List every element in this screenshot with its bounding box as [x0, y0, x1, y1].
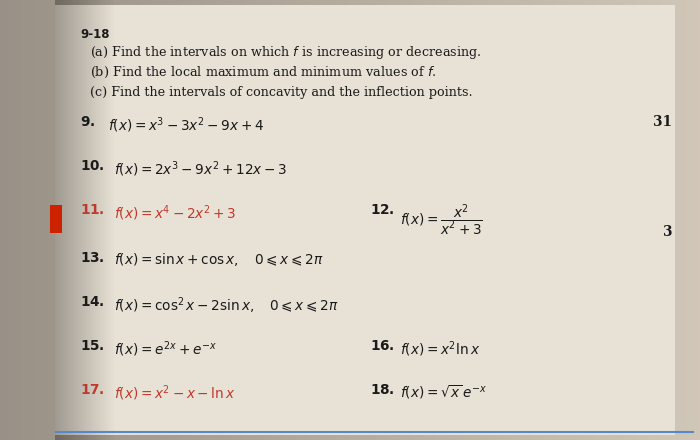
Text: $f(x) = x^2 \ln x$: $f(x) = x^2 \ln x$ [400, 339, 480, 359]
Text: $f(x) = \cos^2 x - 2\sin x, \quad 0 \leqslant x \leqslant 2\pi$: $f(x) = \cos^2 x - 2\sin x, \quad 0 \leq… [114, 295, 339, 315]
Text: $f(x) = x^3 - 3x^2 - 9x + 4$: $f(x) = x^3 - 3x^2 - 9x + 4$ [108, 115, 264, 135]
Text: 9-18: 9-18 [80, 28, 109, 41]
Text: $f(x) = 2x^3 - 9x^2 + 12x - 3$: $f(x) = 2x^3 - 9x^2 + 12x - 3$ [114, 159, 287, 179]
Text: $\mathbf{9.}$: $\mathbf{9.}$ [80, 115, 95, 129]
Text: $\mathbf{15.}$: $\mathbf{15.}$ [80, 339, 105, 353]
Text: $\mathbf{16.}$: $\mathbf{16.}$ [370, 339, 395, 353]
Text: $\mathbf{10.}$: $\mathbf{10.}$ [80, 159, 105, 173]
Text: $\mathbf{17.}$: $\mathbf{17.}$ [80, 383, 105, 397]
Text: $\mathbf{14.}$: $\mathbf{14.}$ [80, 295, 105, 309]
Text: $\mathbf{11.}$: $\mathbf{11.}$ [80, 203, 105, 217]
Text: $f(x) = \sqrt{x}\,e^{-x}$: $f(x) = \sqrt{x}\,e^{-x}$ [400, 383, 487, 401]
Text: $f(x) = x^2 - x - \ln x$: $f(x) = x^2 - x - \ln x$ [114, 383, 236, 403]
Text: $f(x) = x^4 - 2x^2 + 3$: $f(x) = x^4 - 2x^2 + 3$ [114, 203, 237, 223]
Text: $f(x) = \sin x + \cos x, \quad 0 \leqslant x \leqslant 2\pi$: $f(x) = \sin x + \cos x, \quad 0 \leqsla… [114, 251, 323, 268]
Text: $f(x) = \dfrac{x^2}{x^2+3}$: $f(x) = \dfrac{x^2}{x^2+3}$ [400, 203, 483, 238]
Text: $f(x) = e^{2x} + e^{-x}$: $f(x) = e^{2x} + e^{-x}$ [114, 339, 217, 359]
Text: (c) Find the intervals of concavity and the inflection points.: (c) Find the intervals of concavity and … [90, 86, 473, 99]
FancyBboxPatch shape [55, 5, 675, 435]
Bar [50, 205, 62, 233]
Text: $\mathbf{18.}$: $\mathbf{18.}$ [370, 383, 395, 397]
Text: (a) Find the intervals on which $f$ is increasing or decreasing.: (a) Find the intervals on which $f$ is i… [90, 44, 482, 61]
Text: $\mathbf{13.}$: $\mathbf{13.}$ [80, 251, 105, 265]
Text: 31: 31 [653, 115, 672, 129]
Text: 3: 3 [662, 225, 672, 239]
Text: $\mathbf{12.}$: $\mathbf{12.}$ [370, 203, 395, 217]
Text: (b) Find the local maximum and minimum values of $f$.: (b) Find the local maximum and minimum v… [90, 65, 437, 80]
